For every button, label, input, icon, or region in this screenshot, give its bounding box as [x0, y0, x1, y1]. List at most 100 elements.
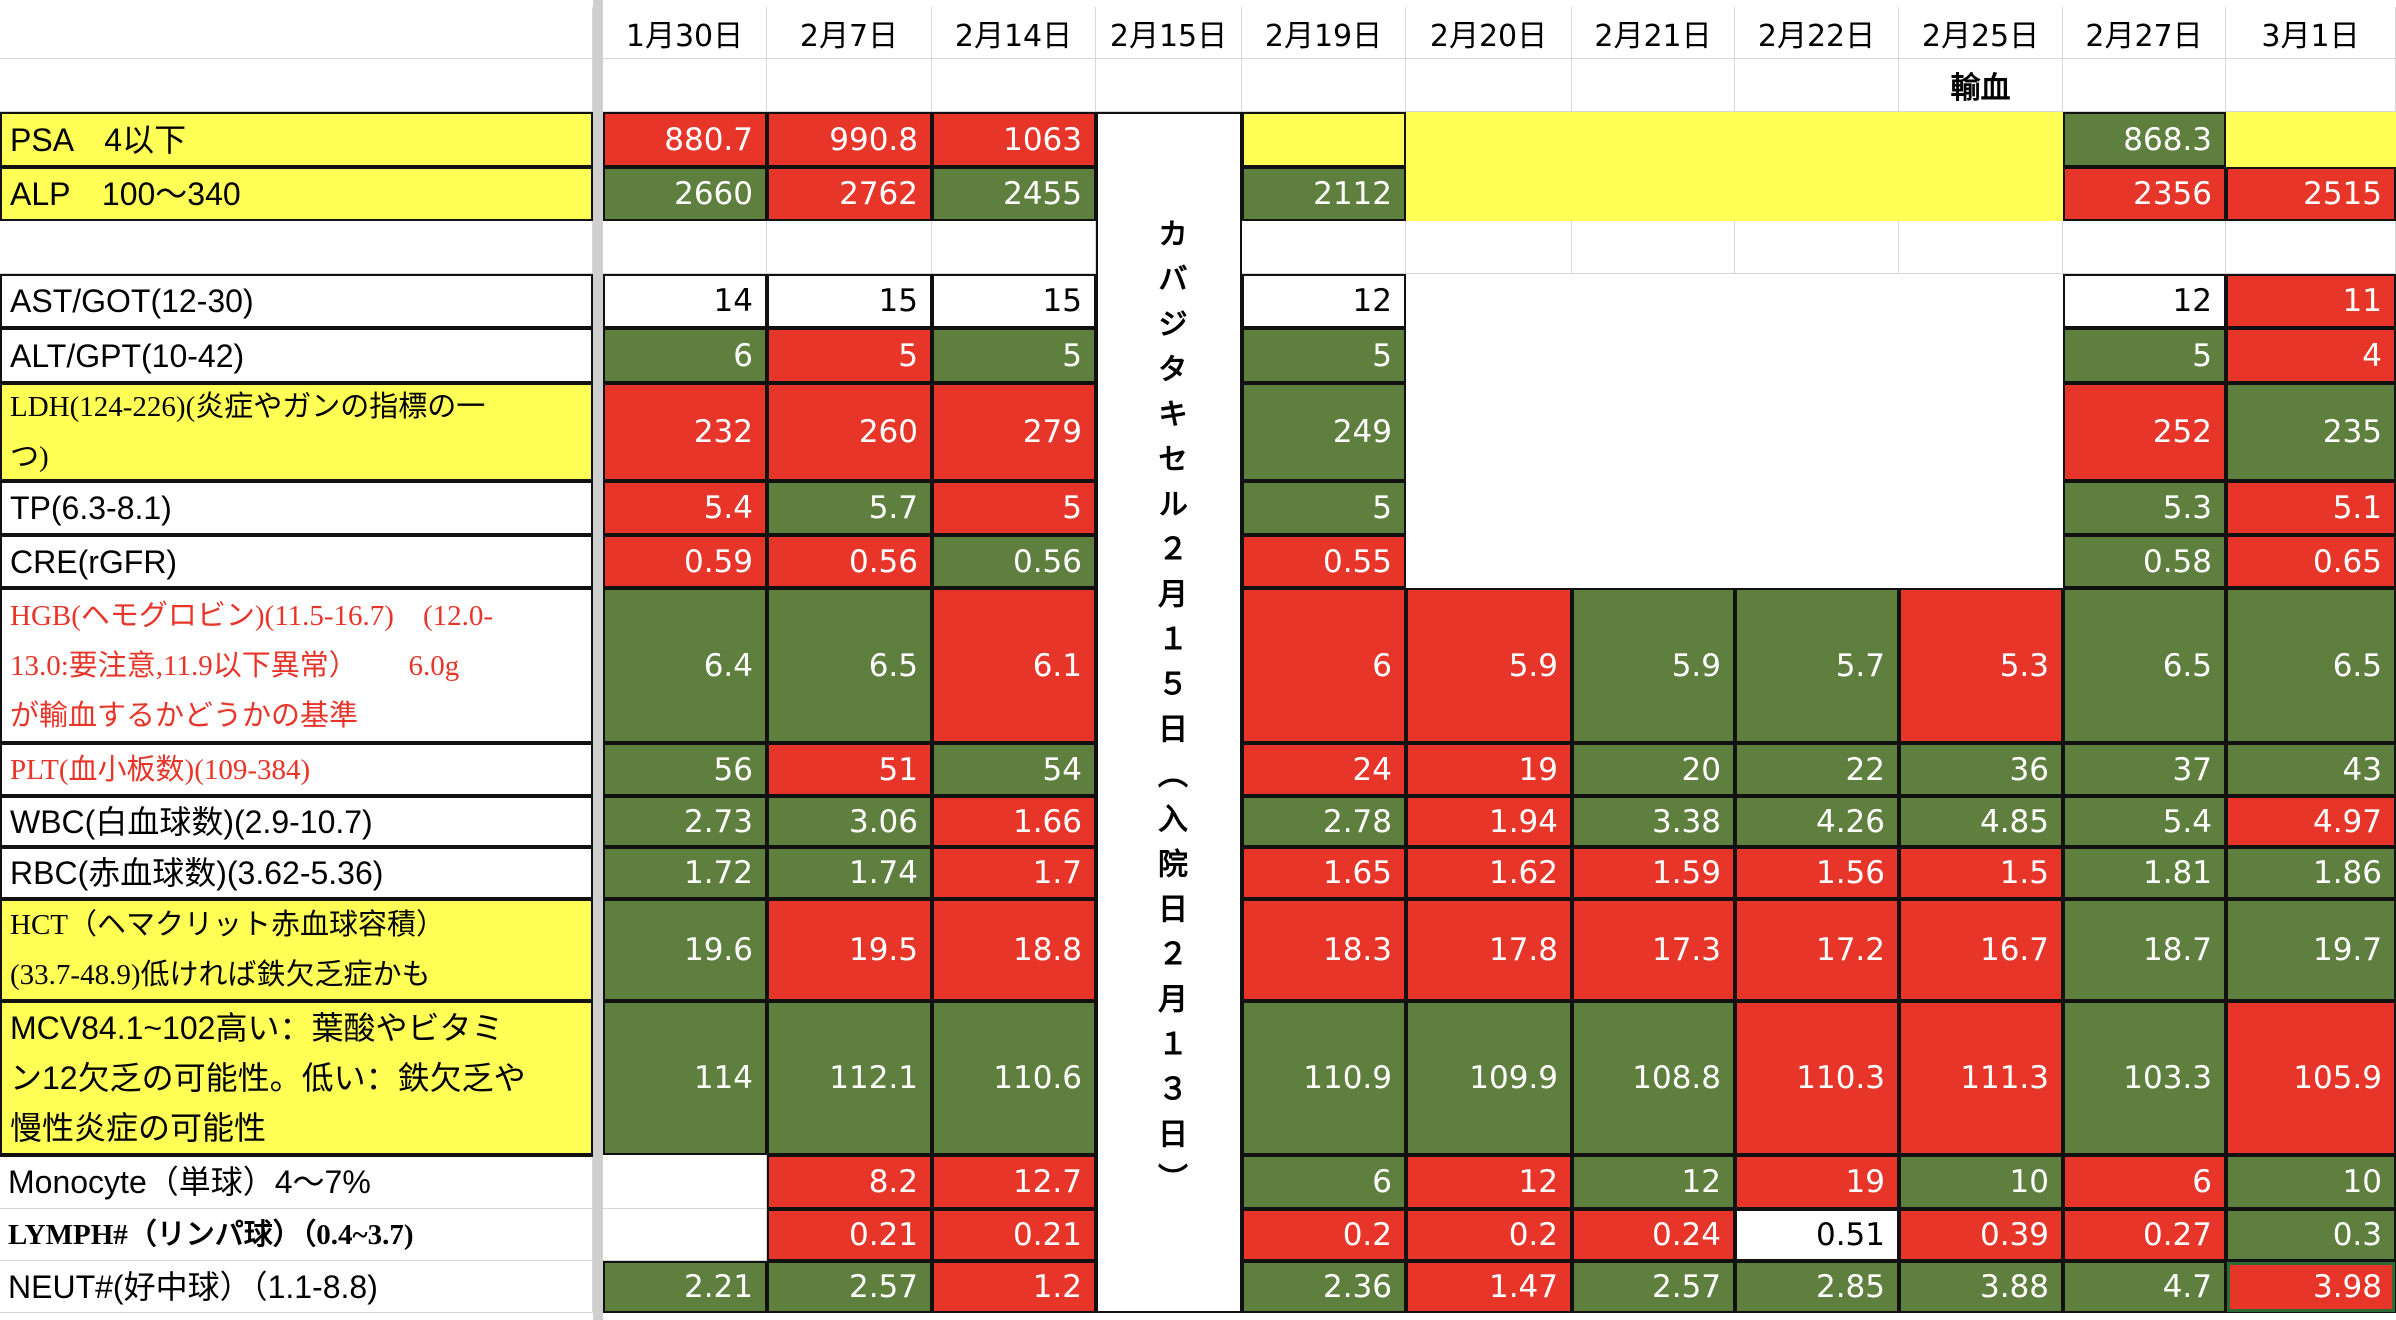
value-cell[interactable]: 103.3 [2063, 1001, 2226, 1155]
value-cell[interactable] [1572, 535, 1735, 588]
value-cell[interactable]: 0.39 [1899, 1209, 2063, 1261]
value-cell[interactable]: 1.56 [1735, 847, 1899, 899]
value-cell[interactable]: 109.9 [1406, 1001, 1572, 1155]
value-cell[interactable] [603, 221, 767, 274]
value-cell[interactable] [1572, 112, 1735, 167]
value-cell[interactable] [1899, 167, 2063, 221]
value-cell[interactable]: 5 [932, 481, 1096, 535]
column-note-cell[interactable] [1096, 59, 1242, 112]
value-cell[interactable]: 5 [2063, 328, 2226, 383]
column-header-date[interactable]: 2月25日 [1899, 7, 2063, 59]
value-cell[interactable] [1406, 221, 1572, 274]
value-cell[interactable]: 0.21 [767, 1209, 932, 1261]
row-label[interactable]: Monocyte（単球）4〜7% [0, 1155, 593, 1209]
value-cell[interactable]: 56 [603, 743, 767, 796]
value-cell[interactable]: 1.7 [932, 847, 1096, 899]
value-cell[interactable]: 2.78 [1242, 796, 1406, 847]
value-cell[interactable]: 1.66 [932, 796, 1096, 847]
value-cell[interactable]: 6 [1242, 1155, 1406, 1209]
row-label[interactable]: HCT（ヘマクリット赤血球容積） (33.7-48.9)低ければ鉄欠乏症かも [0, 899, 593, 1001]
value-cell[interactable]: 54 [932, 743, 1096, 796]
value-cell[interactable]: 108.8 [1572, 1001, 1735, 1155]
value-cell[interactable]: 5.7 [767, 481, 932, 535]
value-cell[interactable]: 110.9 [1242, 1001, 1406, 1155]
row-label[interactable]: MCV84.1~102高い：葉酸やビタミ ン12欠乏の可能性。低い：鉄欠乏や 慢… [0, 1001, 593, 1155]
column-header-date[interactable]: 2月22日 [1735, 7, 1899, 59]
frozen-pane-divider[interactable] [593, 0, 603, 1320]
column-note-cell[interactable] [767, 59, 932, 112]
row-label[interactable]: NEUT#(好中球）（1.1-8.8) [0, 1261, 593, 1313]
value-cell[interactable]: 15 [767, 274, 932, 328]
value-cell[interactable]: 18.3 [1242, 899, 1406, 1001]
value-cell[interactable]: 0.58 [2063, 535, 2226, 588]
value-cell[interactable] [1572, 328, 1735, 383]
value-cell[interactable]: 0.3 [2226, 1209, 2396, 1261]
header-label-cell[interactable] [0, 7, 593, 59]
value-cell[interactable]: 1.5 [1899, 847, 2063, 899]
row-label[interactable]: ALP 100〜340 [0, 167, 593, 221]
value-cell[interactable] [1899, 383, 2063, 481]
value-cell[interactable]: 12.7 [932, 1155, 1096, 1209]
value-cell[interactable]: 2762 [767, 167, 932, 221]
value-cell[interactable]: 1.72 [603, 847, 767, 899]
value-cell[interactable]: 1.65 [1242, 847, 1406, 899]
value-cell[interactable] [1735, 535, 1899, 588]
column-header-date[interactable]: 1月30日 [603, 7, 767, 59]
value-cell[interactable]: 112.1 [767, 1001, 932, 1155]
value-cell[interactable]: 10 [2226, 1155, 2396, 1209]
value-cell[interactable]: 19 [1406, 743, 1572, 796]
value-cell[interactable]: 1.81 [2063, 847, 2226, 899]
value-cell[interactable]: 6.5 [2063, 588, 2226, 743]
value-cell[interactable]: 6 [2063, 1155, 2226, 1209]
column-header-date[interactable]: 2月19日 [1242, 7, 1406, 59]
value-cell[interactable]: 8.2 [767, 1155, 932, 1209]
value-cell[interactable] [1406, 112, 1572, 167]
row-label[interactable]: TP(6.3-8.1) [0, 481, 593, 535]
value-cell[interactable]: 17.3 [1572, 899, 1735, 1001]
row-label[interactable] [0, 221, 593, 274]
value-cell[interactable]: 114 [603, 1001, 767, 1155]
value-cell[interactable]: 51 [767, 743, 932, 796]
value-cell[interactable] [1572, 274, 1735, 328]
value-cell[interactable]: 0.56 [767, 535, 932, 588]
value-cell[interactable] [1406, 274, 1572, 328]
value-cell[interactable]: 1.86 [2226, 847, 2396, 899]
value-cell[interactable] [1242, 221, 1406, 274]
value-cell[interactable]: 2.57 [767, 1261, 932, 1313]
value-cell[interactable]: 18.8 [932, 899, 1096, 1001]
value-cell[interactable]: 279 [932, 383, 1096, 481]
column-note-cell[interactable] [1242, 59, 1406, 112]
value-cell[interactable] [603, 1209, 767, 1261]
value-cell[interactable]: 0.55 [1242, 535, 1406, 588]
value-cell[interactable]: 0.65 [2226, 535, 2396, 588]
value-cell[interactable]: 5 [1242, 328, 1406, 383]
value-cell[interactable]: 110.6 [932, 1001, 1096, 1155]
column-note-cell[interactable]: 輸血 [1899, 59, 2063, 112]
value-cell[interactable] [1899, 481, 2063, 535]
value-cell[interactable]: 111.3 [1899, 1001, 2063, 1155]
value-cell[interactable] [1406, 383, 1572, 481]
value-cell[interactable] [1735, 481, 1899, 535]
value-cell[interactable] [2063, 221, 2226, 274]
value-cell[interactable]: 6.1 [932, 588, 1096, 743]
value-cell[interactable]: 20 [1572, 743, 1735, 796]
value-cell[interactable]: 5.7 [1735, 588, 1899, 743]
value-cell[interactable] [1735, 383, 1899, 481]
merged-treatment-note-cell[interactable]: カバジタキセル２月１５日（入院日２月１３日） [1096, 112, 1242, 1313]
value-cell[interactable] [1242, 112, 1406, 167]
column-header-date[interactable]: 2月7日 [767, 7, 932, 59]
value-cell[interactable]: 5 [767, 328, 932, 383]
value-cell[interactable]: 880.7 [603, 112, 767, 167]
value-cell[interactable]: 990.8 [767, 112, 932, 167]
value-cell[interactable] [1572, 167, 1735, 221]
value-cell[interactable]: 2.73 [603, 796, 767, 847]
value-cell[interactable]: 1.74 [767, 847, 932, 899]
value-cell[interactable]: 17.2 [1735, 899, 1899, 1001]
value-cell[interactable]: 37 [2063, 743, 2226, 796]
column-header-date[interactable]: 3月1日 [2226, 7, 2396, 59]
value-cell[interactable]: 12 [2063, 274, 2226, 328]
value-cell[interactable]: 3.38 [1572, 796, 1735, 847]
value-cell[interactable]: 2515 [2226, 167, 2396, 221]
value-cell[interactable] [1899, 112, 2063, 167]
